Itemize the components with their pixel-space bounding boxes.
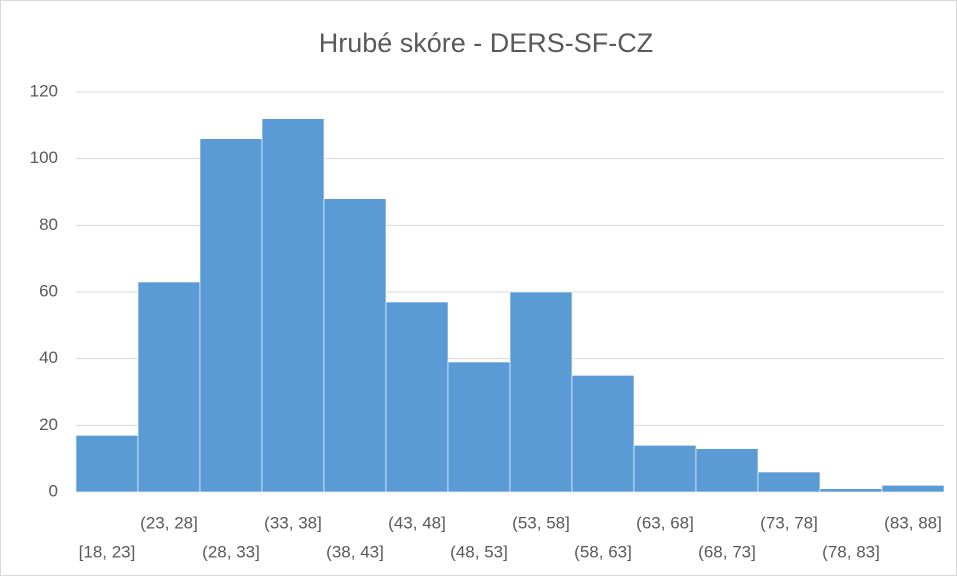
x-tick-label: (23, 28]: [140, 513, 198, 532]
y-tick-label: 80: [39, 215, 58, 234]
x-tick-label: [18, 23]: [79, 542, 136, 561]
bar: [137, 281, 201, 493]
x-tick-label: (73, 78]: [760, 513, 818, 532]
x-tick-label: (28, 33]: [202, 542, 260, 561]
bar: [385, 301, 449, 493]
bar: [633, 445, 697, 493]
x-tick-label: (43, 48]: [388, 513, 446, 532]
y-tick-label: 40: [39, 348, 58, 367]
x-tick-label: (58, 63]: [574, 542, 632, 561]
bar: [261, 118, 325, 493]
y-tick-label: 20: [39, 415, 58, 434]
x-tick-label: (53, 58]: [512, 513, 570, 532]
x-tick-label: (33, 38]: [264, 513, 322, 532]
bar: [571, 375, 635, 493]
x-tick-label: (78, 83]: [822, 542, 880, 561]
x-tick-label: (83, 88]: [884, 513, 942, 532]
x-tick-label: (68, 73]: [698, 542, 756, 561]
y-tick-label: 100: [30, 148, 58, 167]
bar: [199, 138, 263, 493]
chart-title: Hrubé skóre - DERS-SF-CZ: [319, 28, 654, 58]
bar: [75, 435, 139, 493]
bar: [509, 291, 573, 493]
y-tick-label: 120: [30, 81, 58, 100]
bar: [881, 485, 945, 493]
x-tick-label: (63, 68]: [636, 513, 694, 532]
bar: [695, 448, 759, 493]
bar: [819, 488, 883, 493]
bar: [323, 198, 387, 493]
bar: [447, 361, 511, 493]
x-tick-label: (38, 43]: [326, 542, 384, 561]
y-tick-label: 60: [39, 281, 58, 300]
bar: [757, 471, 821, 493]
x-tick-label: (48, 53]: [450, 542, 508, 561]
y-tick-label: 0: [49, 481, 58, 500]
